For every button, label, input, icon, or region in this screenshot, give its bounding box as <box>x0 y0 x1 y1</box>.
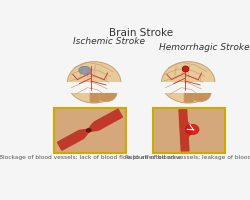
Polygon shape <box>179 110 194 151</box>
Text: Rupture of blood vessels; leakage of blood: Rupture of blood vessels; leakage of blo… <box>125 155 250 160</box>
FancyBboxPatch shape <box>66 82 122 93</box>
Ellipse shape <box>162 62 215 103</box>
FancyBboxPatch shape <box>54 108 126 153</box>
Text: Hemorrhagic Stroke: Hemorrhagic Stroke <box>158 43 249 52</box>
Text: Brain Stroke: Brain Stroke <box>109 28 173 38</box>
Ellipse shape <box>96 84 117 102</box>
Ellipse shape <box>186 124 199 135</box>
Ellipse shape <box>182 66 189 72</box>
Ellipse shape <box>86 128 92 132</box>
FancyBboxPatch shape <box>152 108 225 153</box>
Polygon shape <box>58 109 122 150</box>
FancyBboxPatch shape <box>160 82 216 93</box>
Text: Ischemic Stroke: Ischemic Stroke <box>73 37 145 46</box>
FancyBboxPatch shape <box>184 89 194 103</box>
Ellipse shape <box>79 66 91 74</box>
Ellipse shape <box>190 84 211 102</box>
Ellipse shape <box>68 62 121 103</box>
FancyBboxPatch shape <box>90 89 100 103</box>
Text: Blockage of blood vessels; lack of blood flow to affected area: Blockage of blood vessels; lack of blood… <box>0 155 180 160</box>
